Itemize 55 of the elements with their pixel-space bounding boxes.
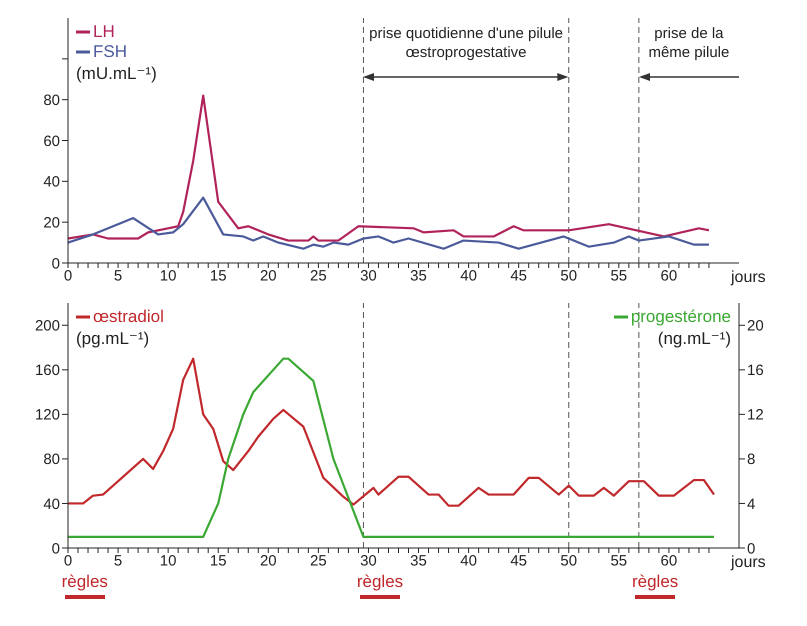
x-tick-label: 60 [660, 268, 678, 285]
y-axis-title: (mU.mL⁻¹) [76, 64, 157, 84]
x-tick-label: 55 [610, 268, 628, 285]
x-axis-title: jours [731, 269, 766, 287]
x-tick-label: 5 [114, 552, 122, 570]
x-tick-label: 40 [460, 268, 477, 285]
x-tick-label: 25 [310, 552, 327, 570]
y2-tick-label: 4 [747, 496, 756, 513]
text: règles [356, 572, 404, 592]
y-tick-label: 200 [34, 318, 60, 335]
y-tick-label: 60 [43, 132, 60, 150]
annotation: prise de la même pilule [647, 24, 730, 62]
x-tick-label: 10 [160, 268, 176, 285]
y-tick-label: 0 [52, 540, 60, 558]
y-tick-label: 40 [43, 496, 60, 513]
x-tick-label: 60 [660, 552, 678, 570]
x-tick-label: 0 [64, 552, 72, 570]
legend-label: LH [93, 22, 115, 42]
x-tick-label: 35 [410, 268, 427, 285]
x-tick-label: 30 [360, 552, 377, 570]
y2-axis-title: (ng.mL⁻¹) [656, 329, 731, 349]
y2-tick-label: 16 [747, 362, 764, 380]
x-tick-label: 55 [610, 552, 628, 570]
x-tick-label: 50 [560, 268, 578, 285]
y-axis-title: (pg.mL⁻¹) [76, 329, 150, 349]
legend-label: œstradiol [93, 307, 164, 327]
x-tick-label: 10 [160, 552, 176, 570]
y2-tick-label: 20 [747, 318, 764, 335]
annotation: prise quotidienne d'une pilule œstroprogestative [368, 24, 564, 62]
y2-tick-label: 8 [747, 451, 756, 468]
x-tick-label: 30 [360, 268, 377, 285]
y-tick-label: 160 [34, 362, 60, 380]
x-tick-label: 15 [210, 552, 227, 570]
x-tick-label: 45 [510, 552, 528, 570]
x-tick-label: 0 [64, 268, 72, 285]
x-tick-label: 40 [460, 552, 477, 570]
x-tick-label: 35 [410, 552, 427, 570]
x-tick-label: 25 [310, 268, 327, 285]
x-tick-label: 15 [210, 268, 227, 285]
y-tick-label: 0 [52, 255, 60, 272]
x-tick-label: 20 [260, 552, 277, 570]
legend-label: FSH [93, 42, 127, 62]
y-tick-label: 40 [43, 174, 60, 191]
y-tick-label: 20 [43, 214, 60, 232]
text: règles [60, 572, 109, 592]
y-tick-label: 120 [34, 406, 60, 424]
y-tick-label: 80 [43, 92, 60, 109]
y-tick-label: 80 [43, 451, 60, 468]
x-tick-label: 50 [560, 552, 578, 570]
x-tick-label: 20 [260, 268, 277, 285]
x-tick-label: 45 [510, 268, 528, 285]
y2-tick-label: 12 [747, 406, 764, 424]
legend-label: progestérone [630, 307, 731, 327]
x-tick-label: 5 [114, 268, 122, 285]
text: règles [630, 572, 680, 592]
